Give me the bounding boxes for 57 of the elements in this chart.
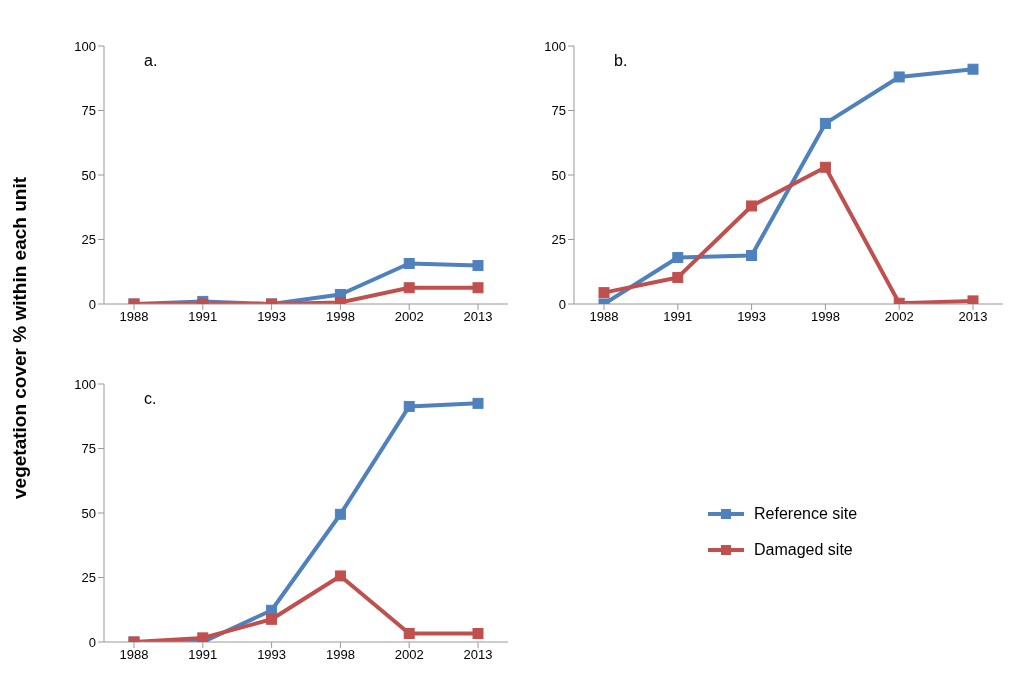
x-tick-label: 2013 [463, 309, 493, 325]
x-tick-label: 1993 [257, 309, 287, 325]
x-tick-label: 1998 [810, 309, 840, 325]
point [197, 632, 209, 642]
y-tick-label: 0 [88, 296, 96, 312]
y-tick-label: 50 [551, 167, 566, 183]
point [334, 508, 346, 520]
point [672, 252, 684, 264]
x-tick-label: 1988 [119, 309, 149, 325]
x-tick-label: 2002 [884, 309, 914, 325]
point [746, 200, 758, 212]
y-tick-label: 25 [551, 232, 566, 248]
x-tick-label: 1998 [325, 647, 355, 663]
point [967, 295, 979, 304]
y-tick-label: 75 [81, 441, 96, 457]
y-tick-label: 50 [81, 167, 96, 183]
annotation: c. [144, 390, 157, 408]
y-axis-title: vegetation cover % within each unit [9, 176, 31, 500]
x-tick-label: 1991 [663, 309, 693, 325]
y-tick-label: 75 [81, 103, 96, 119]
point [472, 397, 484, 409]
y-tick-label: 25 [81, 570, 96, 586]
x-tick-label: 1991 [188, 309, 218, 325]
x-tick-label: 2002 [394, 309, 424, 325]
point [819, 117, 831, 129]
x-tick-label: 2013 [463, 647, 493, 663]
y-tick-label: 100 [74, 376, 96, 392]
x-tick-label: 1993 [737, 309, 767, 325]
x-tick-label: 1988 [119, 647, 149, 663]
x-tick-label: 2013 [958, 309, 988, 325]
y-tick-label: 75 [551, 103, 566, 119]
point [403, 627, 415, 639]
y-tick-label: 0 [558, 296, 566, 312]
point [334, 570, 346, 582]
y-tick-label: 50 [81, 505, 96, 521]
point [967, 63, 979, 75]
x-tick-label: 1991 [188, 647, 218, 663]
point [472, 627, 484, 639]
legend-label: Reference site [754, 505, 858, 523]
annotation: b. [614, 52, 628, 70]
point [746, 250, 758, 261]
point [672, 271, 684, 283]
x-tick-label: 1998 [325, 309, 355, 325]
x-tick-label: 2002 [394, 647, 424, 663]
y-tick-label: 100 [544, 38, 566, 54]
x-tick-label: 1993 [257, 647, 287, 663]
point [598, 287, 610, 299]
x-tick-label: 1988 [589, 309, 619, 325]
y-tick-label: 0 [88, 634, 96, 650]
y-tick-label: 100 [74, 38, 96, 54]
point [893, 71, 905, 83]
point [819, 161, 831, 173]
point [266, 613, 278, 625]
y-tick-label: 25 [81, 232, 96, 248]
annotation: a. [144, 52, 158, 70]
point [403, 400, 415, 412]
legend-label: Damaged site [754, 541, 853, 559]
